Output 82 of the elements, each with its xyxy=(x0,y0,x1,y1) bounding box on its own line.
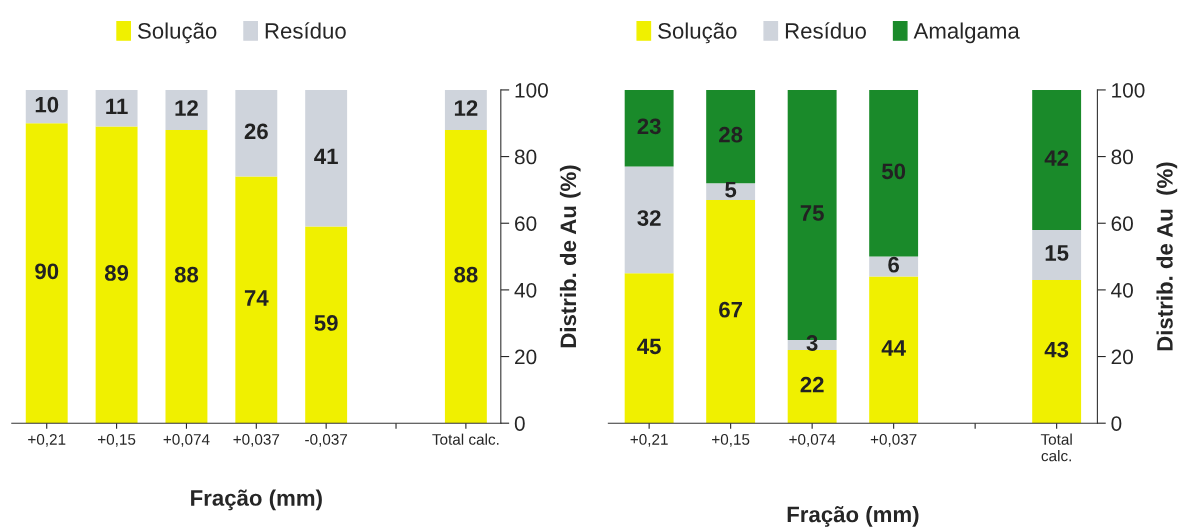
y-tick-label: 60 xyxy=(1111,216,1133,231)
x-axis-title: Fração (mm) xyxy=(191,489,322,511)
x-tick-label: +0,037 xyxy=(870,434,917,447)
data-label: 41 xyxy=(314,148,338,164)
data-label: 50 xyxy=(881,163,906,180)
x-axis-title: Fração (mm) xyxy=(787,505,919,527)
bar xyxy=(305,226,348,424)
bar xyxy=(624,89,674,167)
data-label: 89 xyxy=(104,265,129,281)
data-label: 26 xyxy=(244,123,268,140)
bar xyxy=(95,89,138,127)
bar xyxy=(305,89,348,227)
y-tick-label: 0 xyxy=(514,416,525,431)
x-tick-label: +0,21 xyxy=(630,434,668,447)
x-tick-label: +0,15 xyxy=(98,434,136,447)
data-label: 5 xyxy=(725,182,737,198)
data-label: 88 xyxy=(174,266,199,283)
data-label: 75 xyxy=(800,205,824,221)
data-label: 12 xyxy=(454,100,478,116)
data-label: 15 xyxy=(1045,245,1069,261)
y-axis-title: Distrib. de Au (%) xyxy=(1156,162,1178,351)
x-tick-label: Total calc. xyxy=(1040,433,1072,462)
legend-label: Resíduo xyxy=(265,22,346,39)
data-label: 45 xyxy=(637,338,661,355)
x-tick-label: +0,074 xyxy=(163,434,210,447)
y-tick-label: 20 xyxy=(515,349,537,365)
x-tick-label: +0,15 xyxy=(712,434,750,447)
bar xyxy=(165,89,208,130)
y-tick-label: 0 xyxy=(1111,416,1122,431)
data-label: 23 xyxy=(637,118,661,135)
data-label: 6 xyxy=(888,256,900,273)
bar xyxy=(25,123,68,424)
y-tick-label: 40 xyxy=(514,282,537,298)
bar xyxy=(1032,279,1082,424)
data-label: 44 xyxy=(881,340,906,356)
bar xyxy=(706,183,756,200)
data-label: 10 xyxy=(35,96,59,113)
bar xyxy=(624,166,674,274)
bar xyxy=(624,273,674,424)
data-label: 42 xyxy=(1044,150,1069,166)
bar xyxy=(787,349,837,424)
legend-label: Solução xyxy=(138,22,217,44)
bar xyxy=(869,89,919,257)
data-label: 28 xyxy=(719,126,743,143)
data-label: 74 xyxy=(244,290,269,306)
bar xyxy=(165,129,208,424)
bar xyxy=(706,199,756,424)
bar xyxy=(444,89,487,130)
bar xyxy=(95,126,138,424)
y-tick-label: 60 xyxy=(515,216,537,231)
bar xyxy=(869,276,919,424)
data-label: 11 xyxy=(106,98,128,115)
data-label: 59 xyxy=(314,315,338,331)
data-label: 88 xyxy=(454,266,478,283)
x-tick-label: -0,037 xyxy=(305,434,348,447)
x-tick-label: +0,21 xyxy=(28,434,66,447)
y-tick-label: 40 xyxy=(1111,282,1133,298)
x-tick-label: +0,074 xyxy=(789,434,836,447)
x-tick-label: +0,037 xyxy=(233,434,280,447)
data-label: 67 xyxy=(719,301,743,318)
legend-label: Solução xyxy=(658,22,737,44)
y-tick-label: 100 xyxy=(1112,82,1145,98)
y-tick-label: 80 xyxy=(514,149,537,165)
legend-label: Resíduo xyxy=(785,22,866,39)
legend-label: Amalgama xyxy=(913,22,1020,44)
bar xyxy=(235,176,278,424)
bar xyxy=(706,89,756,184)
y-axis-title: Distrib. de Au (%) xyxy=(559,165,581,348)
y-tick-label: 80 xyxy=(1111,149,1133,165)
bar xyxy=(235,89,278,177)
data-label: 22 xyxy=(800,376,824,393)
bar xyxy=(444,129,487,424)
data-label: 32 xyxy=(637,210,661,226)
bar xyxy=(869,256,919,277)
y-tick-label: 20 xyxy=(1111,349,1133,365)
data-label: 90 xyxy=(35,263,59,280)
y-tick-label: 100 xyxy=(515,82,548,98)
bar xyxy=(1032,89,1082,230)
x-tick-label: Total calc. xyxy=(432,433,499,445)
data-label: 43 xyxy=(1044,341,1069,358)
data-label: 12 xyxy=(175,100,198,116)
bar xyxy=(1032,229,1082,280)
